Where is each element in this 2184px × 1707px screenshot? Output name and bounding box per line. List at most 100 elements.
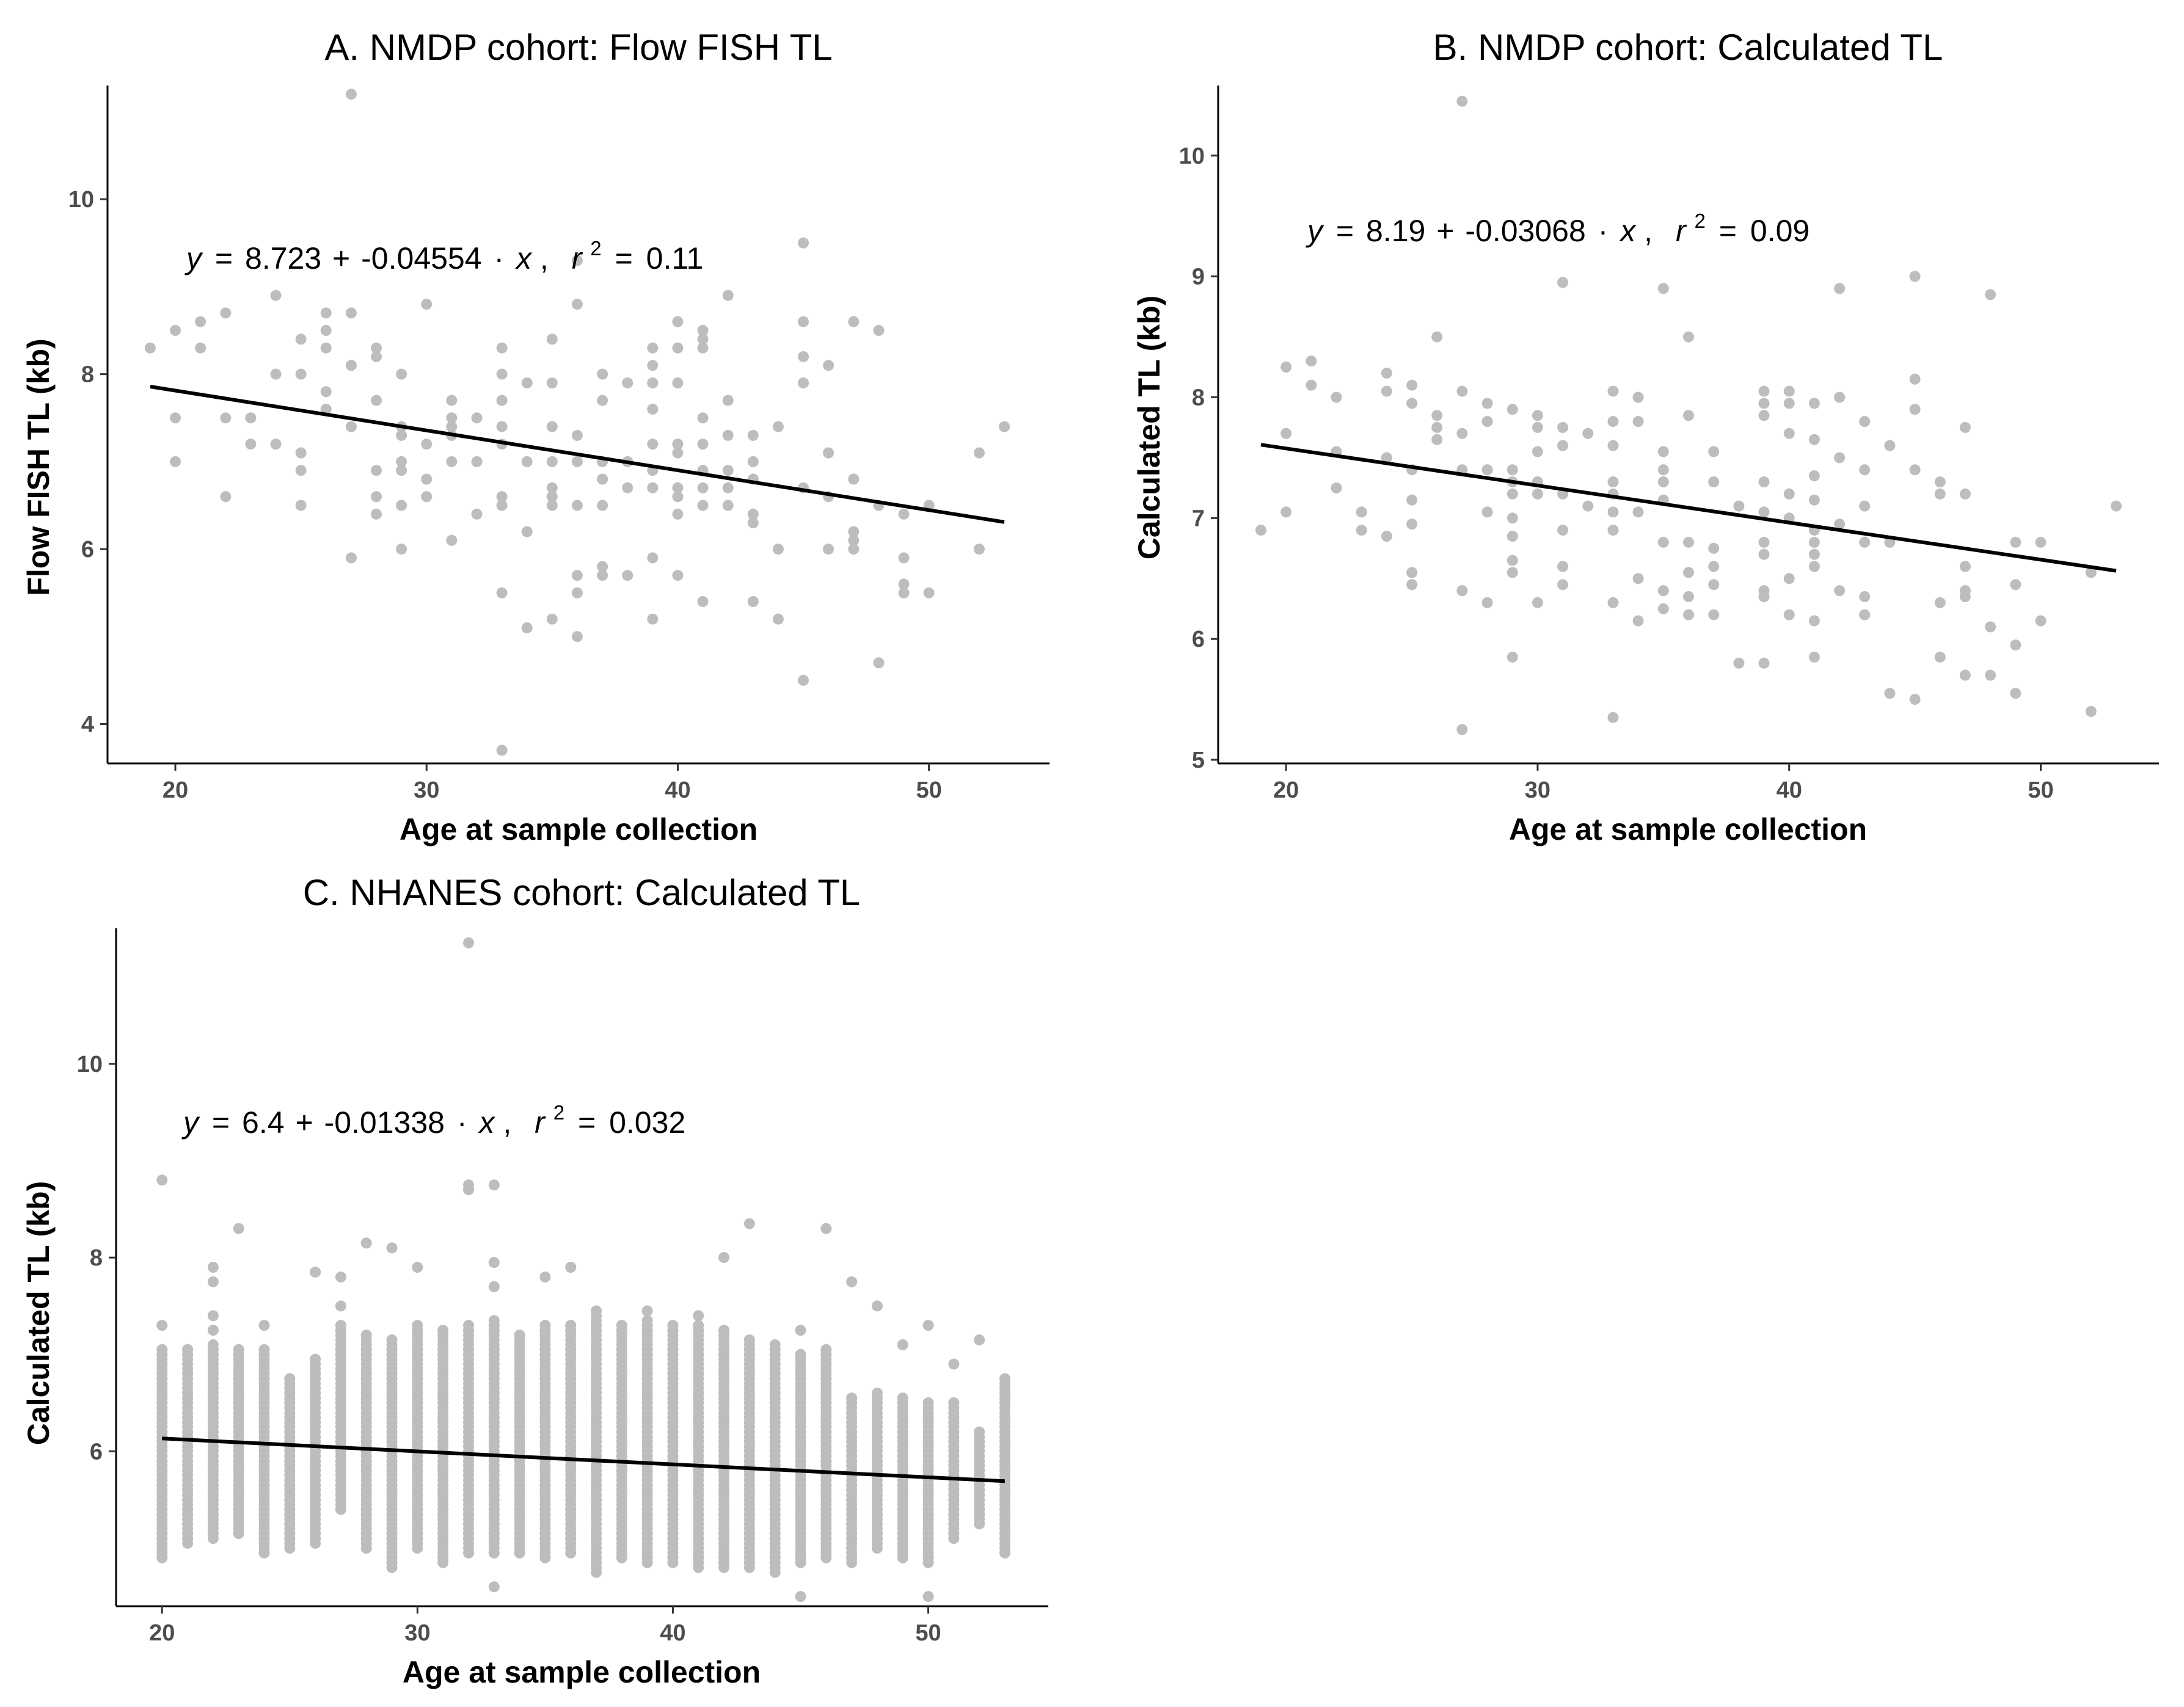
panel-c-point: [616, 1320, 627, 1331]
panel-a-point: [396, 500, 407, 511]
panel-a-point: [270, 289, 282, 301]
panel-a-point: [496, 395, 508, 406]
panel-a-point: [672, 447, 684, 459]
panel-b-point: [2085, 705, 2097, 717]
panel-a-point: [521, 456, 533, 467]
panel-b-point: [1557, 561, 1569, 572]
panel-a-eq-comma: ,: [540, 241, 549, 275]
panel-a-point: [571, 429, 583, 441]
panel-b-point: [1783, 398, 1795, 409]
panel-b-point: [1381, 385, 1392, 397]
panel-a-point: [295, 465, 307, 476]
panel-b-point: [1834, 283, 1846, 294]
panel-b-point: [1934, 476, 1946, 487]
panel-c-point: [846, 1276, 858, 1287]
panel-a-point: [496, 342, 508, 354]
panel-a-point: [697, 325, 709, 336]
panel-b-eq-slope: -0.03068: [1465, 214, 1585, 248]
panel-a-point: [446, 395, 458, 406]
panel-b-point: [1934, 651, 1946, 663]
panel-b-point: [1758, 657, 1770, 669]
panel-a-point: [622, 482, 634, 493]
panel-c-point: [207, 1339, 219, 1350]
panel-b-point: [1632, 573, 1644, 584]
panel-c-point: [463, 1320, 474, 1331]
panel-b-point: [1557, 525, 1569, 536]
panel-b-point: [1834, 452, 1846, 464]
panel-a-point: [898, 552, 910, 564]
panel-c-point: [693, 1320, 704, 1331]
panel-a-point: [421, 491, 433, 503]
panel-b-point: [1331, 391, 1342, 403]
panel-a-point: [295, 447, 307, 459]
panel-a-point: [446, 421, 458, 432]
panel-c-point: [974, 1334, 985, 1345]
panel-b-point: [1456, 585, 1468, 597]
panel-b-eq-r2: 0.09: [1750, 214, 1810, 248]
panel-c-point: [667, 1320, 679, 1331]
panel-b-point: [1431, 410, 1443, 421]
panel-b-point: [1381, 367, 1392, 379]
panel-b-x-tick-label: 20: [1273, 777, 1299, 803]
panel-b-y-axis-title: Calculated TL (kb): [1132, 296, 1166, 559]
panel-b-point: [1758, 536, 1770, 548]
panel-b-point: [1632, 416, 1644, 428]
panel-b-point: [1808, 398, 1820, 409]
panel-a-point: [697, 439, 709, 450]
panel-a-point: [823, 360, 835, 371]
panel-a-point: [722, 289, 734, 301]
panel-b-point: [1507, 512, 1518, 524]
panel-c-y-tick-label: 10: [77, 1052, 103, 1077]
panel-a-point: [697, 342, 709, 354]
panel-a-eq-r-equals: =: [615, 241, 633, 275]
panel-c-point: [310, 1266, 321, 1278]
panel-c-point: [641, 1315, 653, 1327]
panel-b-point: [1607, 440, 1619, 451]
panel-a-point: [571, 631, 583, 642]
panel-a-point: [396, 544, 407, 555]
panel-b-point: [1280, 362, 1292, 373]
panel-b-point: [1481, 398, 1493, 409]
panel-c-x-tick-label: 40: [660, 1620, 685, 1646]
panel-a-point: [371, 508, 382, 520]
panel-b-point: [2035, 615, 2047, 627]
panel-a-point: [396, 456, 407, 467]
panel-b-point: [1481, 506, 1493, 518]
panel-b-point: [1507, 531, 1518, 542]
panel-b-eq-intercept: 8.19: [1366, 214, 1425, 248]
panel-b-point: [1481, 416, 1493, 428]
panel-a-point: [647, 360, 659, 371]
panel-a-point: [898, 587, 910, 599]
panel-b-point: [1959, 488, 1971, 500]
panel-a-point: [999, 421, 1010, 432]
panel-a-point: [170, 412, 181, 424]
panel-c-point: [795, 1348, 806, 1360]
panel-b-point: [1683, 331, 1694, 343]
panel-a-point: [898, 578, 910, 590]
panel-a-point: [747, 456, 759, 467]
panel-c-point: [233, 1223, 244, 1234]
panel-a-eq-r: r: [572, 241, 583, 275]
panel-c-point: [233, 1344, 244, 1355]
panel-c-point: [258, 1320, 270, 1331]
panel-c-eq-intercept: 6.4: [242, 1105, 285, 1140]
panel-b-point: [1507, 651, 1518, 663]
panel-a-point: [396, 429, 407, 441]
panel-a-point: [848, 473, 860, 485]
panel-b-point: [1657, 283, 1669, 294]
panel-a-y-tick-label: 8: [81, 362, 94, 388]
panel-a-point: [672, 491, 684, 503]
panel-b-point: [1909, 373, 1921, 385]
panel-a-eq-sup: 2: [590, 237, 601, 260]
panel-b-point: [1808, 561, 1820, 572]
panel-a-regression-line: [150, 385, 1005, 524]
panel-b-point: [1657, 446, 1669, 457]
panel-a-point: [647, 377, 659, 388]
panel-b-point: [1783, 488, 1795, 500]
panel-b-point: [1959, 421, 1971, 433]
panel-b-point: [1859, 416, 1871, 428]
panel-a-point: [220, 491, 232, 503]
panel-c-point: [820, 1223, 832, 1234]
panel-b-point: [1708, 476, 1720, 487]
panel-b-point: [1909, 464, 1921, 476]
